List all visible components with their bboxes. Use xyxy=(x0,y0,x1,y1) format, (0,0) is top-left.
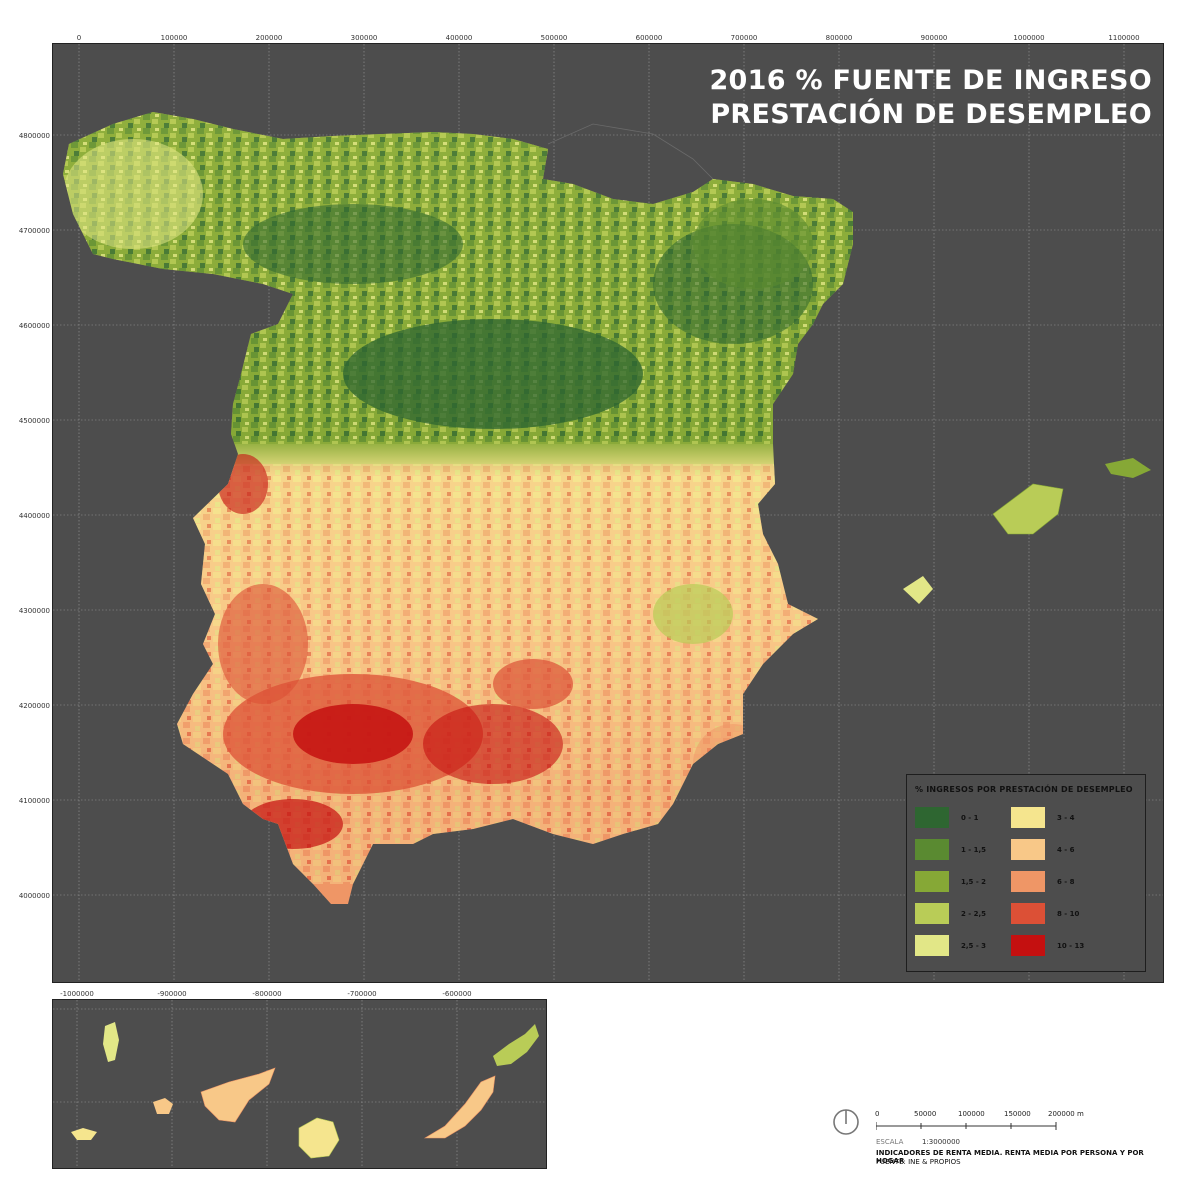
legend-title: % INGRESOS POR PRESTACIÓN DE DESEMPLEO xyxy=(915,785,1133,794)
inset-x-tick-label: -700000 xyxy=(347,990,376,998)
lanzarote xyxy=(493,1024,539,1066)
legend-label: 4 - 6 xyxy=(1057,845,1075,854)
y-tick-label: 4500000 xyxy=(19,417,50,425)
source-title: INDICADORES DE RENTA MEDIA. RENTA MEDIA … xyxy=(876,1149,1144,1165)
scale-label: 100000 xyxy=(958,1110,985,1118)
legend-label: 10 - 13 xyxy=(1057,941,1085,950)
la-palma xyxy=(103,1022,119,1062)
x-tick-label: 1100000 xyxy=(1108,34,1139,42)
canary-islands-inset xyxy=(52,999,547,1169)
legend-item: 8 - 10 xyxy=(1011,903,1079,924)
legend: % INGRESOS POR PRESTACIÓN DE DESEMPLEO 0… xyxy=(906,774,1146,972)
la-gomera xyxy=(153,1098,173,1114)
legend-swatch xyxy=(915,839,949,860)
scale-label: 0 xyxy=(875,1110,880,1118)
y-tick-label: 4400000 xyxy=(19,512,50,520)
inset-x-tick-label: -1000000 xyxy=(60,990,94,998)
mallorca xyxy=(992,483,1064,535)
scale-ratio: 1:3000000 xyxy=(922,1138,960,1146)
france-border xyxy=(547,123,714,180)
scale-bar xyxy=(876,1122,1057,1130)
legend-label: 0 - 1 xyxy=(961,813,979,822)
legend-label: 6 - 8 xyxy=(1057,877,1075,886)
ibiza xyxy=(903,576,933,604)
scale-label: 150000 xyxy=(1004,1110,1031,1118)
x-tick-label: 1000000 xyxy=(1013,34,1044,42)
inset-x-tick-label: -600000 xyxy=(442,990,471,998)
x-tick-label: 200000 xyxy=(256,34,283,42)
title-line-1: 2016 % FUENTE DE INGRESO xyxy=(709,65,1152,96)
el-hierro xyxy=(71,1128,97,1140)
scale-and-source: 0 50000 100000 150000 200000 m ESCALA 1:… xyxy=(832,1108,1172,1178)
gran-canaria xyxy=(298,1117,340,1159)
legend-item: 6 - 8 xyxy=(1011,871,1075,892)
y-tick-label: 4800000 xyxy=(19,132,50,140)
legend-swatch xyxy=(1011,839,1045,860)
legend-item: 3 - 4 xyxy=(1011,807,1075,828)
menorca xyxy=(1105,458,1151,478)
y-tick-label: 4600000 xyxy=(19,322,50,330)
y-tick-label: 4200000 xyxy=(19,702,50,710)
legend-item: 2,5 - 3 xyxy=(915,935,986,956)
legend-swatch xyxy=(1011,935,1045,956)
x-tick-label: 900000 xyxy=(921,34,948,42)
north-arrow-icon xyxy=(833,1109,859,1135)
y-tick-label: 4100000 xyxy=(19,797,50,805)
inset-x-tick-label: -900000 xyxy=(157,990,186,998)
legend-label: 3 - 4 xyxy=(1057,813,1075,822)
legend-item: 4 - 6 xyxy=(1011,839,1075,860)
legend-swatch xyxy=(915,903,949,924)
scale-label: 50000 xyxy=(914,1110,937,1118)
y-tick-label: 4000000 xyxy=(19,892,50,900)
map-title: 2016 % FUENTE DE INGRESO PRESTACIÓN DE D… xyxy=(709,64,1152,132)
x-tick-label: 500000 xyxy=(541,34,568,42)
legend-item: 0 - 1 xyxy=(915,807,979,828)
inset-map-svg xyxy=(53,1000,546,1168)
x-tick-label: 300000 xyxy=(351,34,378,42)
main-map-svg xyxy=(53,44,1163,982)
fuerteventura xyxy=(423,1075,496,1139)
legend-item: 1 - 1,5 xyxy=(915,839,986,860)
inset-x-tick-label: -800000 xyxy=(252,990,281,998)
main-map xyxy=(52,43,1164,983)
legend-item: 10 - 13 xyxy=(1011,935,1084,956)
legend-label: 2 - 2,5 xyxy=(961,909,987,918)
legend-label: 2,5 - 3 xyxy=(961,941,987,950)
title-line-2: PRESTACIÓN DE DESEMPLEO xyxy=(710,99,1152,130)
x-tick-label: 400000 xyxy=(446,34,473,42)
x-tick-label: 600000 xyxy=(636,34,663,42)
legend-swatch xyxy=(1011,871,1045,892)
legend-swatch xyxy=(915,935,949,956)
legend-item: 2 - 2,5 xyxy=(915,903,986,924)
tenerife xyxy=(200,1067,276,1123)
legend-swatch xyxy=(915,807,949,828)
source-credit: FUENTE: INE & PROPIOS xyxy=(876,1158,961,1166)
x-tick-label: 800000 xyxy=(826,34,853,42)
x-tick-label: 0 xyxy=(77,34,81,42)
legend-label: 1,5 - 2 xyxy=(961,877,987,886)
legend-label: 8 - 10 xyxy=(1057,909,1080,918)
legend-swatch xyxy=(1011,807,1045,828)
y-tick-label: 4700000 xyxy=(19,227,50,235)
y-tick-label: 4300000 xyxy=(19,607,50,615)
legend-swatch xyxy=(915,871,949,892)
legend-label: 1 - 1,5 xyxy=(961,845,987,854)
x-tick-label: 700000 xyxy=(731,34,758,42)
legend-item: 1,5 - 2 xyxy=(915,871,986,892)
scale-label: 200000 m xyxy=(1048,1110,1084,1118)
legend-swatch xyxy=(1011,903,1045,924)
scale-word: ESCALA xyxy=(876,1138,904,1146)
x-tick-label: 100000 xyxy=(161,34,188,42)
